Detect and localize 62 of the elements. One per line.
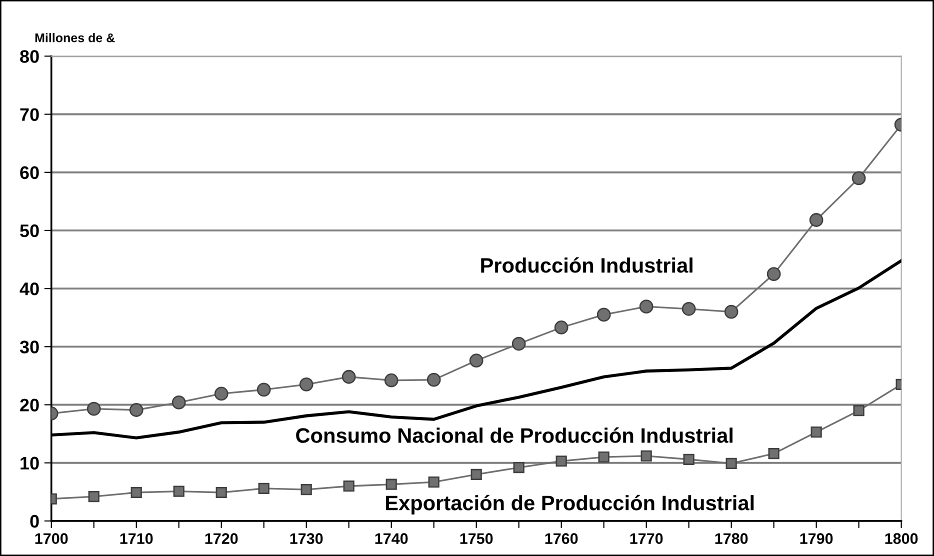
point [768,448,780,460]
x-tick-label: 1750 [460,533,493,544]
point [639,300,654,314]
point [852,171,866,186]
y-tick-label: 50 [20,224,39,238]
series-label: Producción Industrial [481,257,692,273]
x-tick-label: 1720 [205,533,238,544]
point [469,354,484,368]
point [724,304,738,319]
point [342,370,356,384]
x-tick-label: 1770 [630,533,663,544]
point [596,308,611,322]
point [470,468,482,480]
point [683,454,694,465]
point [513,462,524,474]
y-tick-label: 40 [20,282,39,296]
point [726,458,737,470]
point [428,476,440,488]
series-label: Exportación de Producción Industrial [386,494,754,515]
y-tick-label: 20 [20,398,39,412]
point [598,452,610,463]
point [386,478,397,490]
x-tick-label: 1760 [545,533,578,544]
point [384,373,398,388]
y-tick-label: 70 [20,108,39,121]
point [809,213,824,227]
point [554,320,568,334]
y-tick-label: 10 [20,456,39,470]
point [853,405,864,416]
y-tick-label: 30 [20,340,39,354]
point [88,491,100,502]
point [172,396,186,410]
point [258,482,270,494]
y-tick-label: 60 [20,166,39,180]
point [299,377,314,392]
x-tick-label: 1730 [290,533,323,544]
x-tick-label: 1700 [35,533,68,544]
y-tick-label: 80 [20,50,39,63]
series-label: Consumo Nacional de Producción Industrial [296,427,732,443]
point [256,382,271,397]
x-tick-label: 1710 [120,533,153,544]
y-axis-title: Millones de & [35,33,115,42]
point [216,486,227,498]
point [343,480,354,492]
point [810,426,822,438]
point [86,402,101,416]
y-tick-label: 0 [30,514,39,528]
point [682,302,696,316]
point [426,372,441,387]
point [214,386,228,401]
point [556,456,567,467]
x-tick-label: 1800 [885,533,918,544]
point [640,450,652,462]
x-tick-label: 1780 [715,533,748,544]
x-tick-label: 1740 [375,533,408,544]
point [173,486,184,497]
x-tick-label: 1790 [800,533,833,544]
point [300,484,312,496]
point [129,403,144,417]
point [512,336,526,351]
point [130,486,142,498]
point [766,267,781,281]
